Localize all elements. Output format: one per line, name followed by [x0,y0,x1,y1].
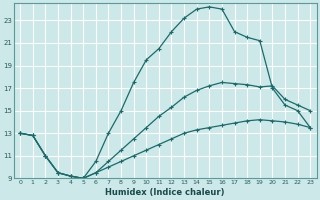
X-axis label: Humidex (Indice chaleur): Humidex (Indice chaleur) [106,188,225,197]
